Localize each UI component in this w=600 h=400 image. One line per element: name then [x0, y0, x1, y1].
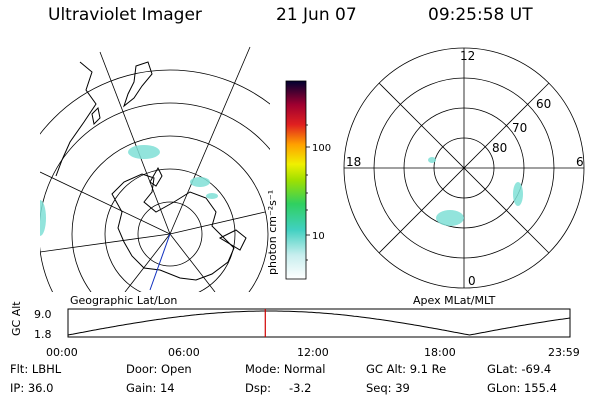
meridian-line [169, 46, 251, 235]
colorbar-tick-10: 10 [312, 231, 325, 242]
emission-patch [513, 182, 523, 206]
mlat-label-80: 80 [492, 141, 507, 155]
mlt-label-top: 12 [460, 49, 475, 63]
orbit-track [149, 233, 171, 291]
lat-circle [137, 201, 203, 267]
app-title: Ultraviolet Imager [48, 5, 202, 25]
emission-patch [40, 200, 46, 236]
mode-status: Mode: Normal [245, 362, 326, 376]
timeline-y-axis-label: GC Alt [10, 301, 23, 336]
lat-circle [104, 168, 236, 292]
timeline-y-tick: 1.8 [34, 328, 52, 341]
timeline-x-tick: 18:00 [424, 346, 456, 359]
geographic-map [40, 46, 270, 292]
coastline [91, 106, 101, 126]
header: Ultraviolet Imager 21 Jun 07 09:25:58 UT [0, 5, 600, 29]
glon-status: GLon: 155.4 [487, 381, 557, 395]
lat-circle [71, 135, 269, 292]
mlt-label-left: 18 [346, 155, 361, 169]
gain-status: Gain: 14 [126, 381, 175, 395]
colorbar-tick-100: 100 [312, 143, 331, 154]
timeline-x-tick: 06:00 [168, 346, 200, 359]
altitude-curve [67, 310, 571, 336]
timeline-y-tick: 9.0 [34, 308, 52, 321]
timeline-x-tick: 12:00 [297, 346, 329, 359]
meridian-line [99, 51, 171, 235]
meridian-line [40, 171, 171, 235]
timeline-x-tick: 00:00 [46, 346, 78, 359]
colorbar-unit-label: photon cm⁻²s⁻¹ [266, 190, 279, 275]
ip-status: IP: 36.0 [10, 381, 54, 395]
gc-alt-status: GC Alt: 9.1 Re [366, 362, 447, 376]
left-panel-label: Geographic Lat/Lon [70, 294, 177, 307]
door-status: Door: Open [126, 362, 192, 376]
mlat-label-60: 60 [536, 97, 551, 111]
right-panel-label: Apex MLat/MLT [413, 294, 496, 307]
mlt-line [378, 82, 550, 254]
status-footer: Flt: LBHL Door: Open Mode: Normal GC Alt… [0, 362, 600, 400]
mlt-label-bottom: 0 [468, 274, 476, 288]
meridian-line [169, 233, 216, 292]
magnetic-polar-plot: 12 0 18 6 60 70 80 [343, 47, 585, 289]
dsp-label: Dsp: [245, 381, 272, 395]
timeline-frame [67, 308, 571, 338]
mlat-label-70: 70 [512, 121, 527, 135]
emission-patch [190, 177, 210, 187]
coastline [55, 61, 97, 177]
meridian-line [169, 211, 266, 235]
filter-status: Flt: LBHL [10, 362, 62, 376]
lat-circle [40, 69, 270, 135]
glat-status: GLat: -69.4 [487, 362, 552, 376]
coastline [122, 61, 153, 108]
emission-patch [128, 145, 160, 159]
altitude-timeline: Geographic Lat/Lon Apex MLat/MLT GC Alt … [10, 294, 580, 359]
emission-patch [206, 193, 218, 199]
emission-patch [428, 157, 436, 163]
date-label: 21 Jun 07 [276, 5, 357, 25]
emission-patch [436, 210, 464, 226]
mlt-label-right: 6 [576, 155, 584, 169]
timeline-x-tick: 23:59 [548, 346, 580, 359]
meridian-line [40, 233, 171, 253]
coastline [149, 166, 163, 187]
coastline [218, 229, 247, 251]
dsp-value: -3.2 [289, 381, 312, 395]
colorbar-graphic: 100 10 photon cm⁻²s⁻¹ [266, 80, 331, 280]
lat-circle [40, 102, 270, 292]
seq-status: Seq: 39 [366, 381, 410, 395]
meridian-line [124, 233, 171, 292]
time-label: 09:25:58 UT [428, 5, 533, 25]
coastline-antarctica [111, 173, 235, 281]
colorbar: 100 10 photon cm⁻²s⁻¹ [262, 75, 342, 285]
